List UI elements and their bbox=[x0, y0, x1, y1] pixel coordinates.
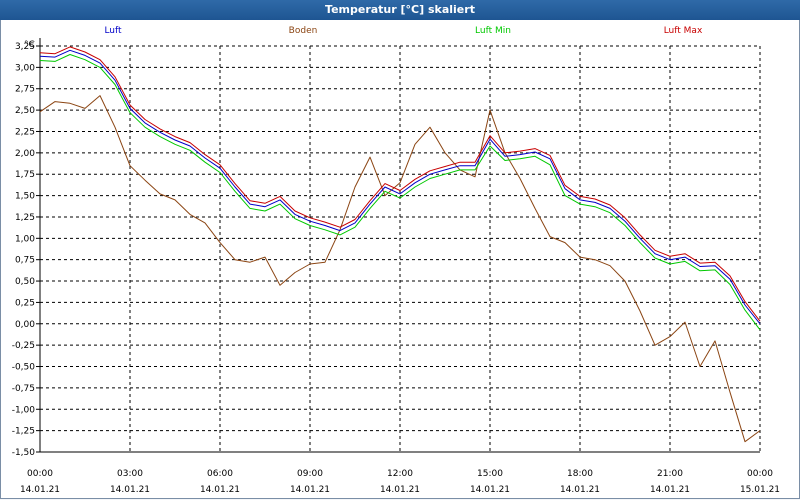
x-tick-date: 14.01.21 bbox=[110, 485, 150, 495]
y-tick-label: -1,00 bbox=[12, 405, 36, 415]
y-tick-label: 1,75 bbox=[15, 170, 35, 180]
x-tick-time: 09:00 bbox=[297, 469, 323, 479]
y-tick-label: -0,50 bbox=[12, 363, 36, 373]
legend: Luft Boden Luft Min Luft Max bbox=[104, 26, 703, 36]
x-tick-date: 14.01.21 bbox=[560, 485, 600, 495]
x-tick-time: 21:00 bbox=[657, 469, 683, 479]
y-tick-label: -1,25 bbox=[12, 427, 35, 437]
y-tick-label: 0,25 bbox=[15, 298, 35, 308]
x-tick-time: 03:00 bbox=[117, 469, 143, 479]
series-line bbox=[39, 46, 761, 322]
y-tick-label: 2,75 bbox=[15, 85, 35, 95]
x-tick-time: 12:00 bbox=[387, 469, 413, 479]
x-tick-date: 14.01.21 bbox=[290, 485, 330, 495]
x-tick-date: 14.01.21 bbox=[470, 485, 510, 495]
legend-entry: Luft Max bbox=[664, 26, 703, 36]
y-axis-unit: °C bbox=[24, 40, 35, 50]
series-line bbox=[39, 49, 761, 325]
y-tick-label: 1,50 bbox=[15, 192, 35, 202]
series-lines bbox=[39, 46, 761, 443]
y-tick-label: 3,00 bbox=[15, 63, 35, 73]
series-line bbox=[39, 54, 761, 331]
x-tick-date: 14.01.21 bbox=[650, 485, 690, 495]
y-tick-label: 3,25 bbox=[15, 42, 35, 52]
y-tick-label: 0,75 bbox=[15, 256, 35, 266]
window-title: Temperatur [°C] skaliert bbox=[0, 0, 800, 20]
legend-entry: Boden bbox=[289, 26, 318, 36]
x-tick-time: 15:00 bbox=[477, 469, 503, 479]
x-tick-time: 00:00 bbox=[747, 469, 773, 479]
x-tick-time: 00:00 bbox=[27, 469, 53, 479]
legend-entry: Luft bbox=[104, 26, 122, 36]
x-tick-date: 15.01.21 bbox=[740, 485, 780, 495]
grid bbox=[39, 45, 761, 453]
y-tick-label: 2,25 bbox=[15, 127, 35, 137]
y-tick-label: 1,25 bbox=[15, 213, 35, 223]
legend-entry: Luft Min bbox=[475, 26, 511, 36]
y-tick-label: 2,50 bbox=[15, 106, 35, 116]
x-tick-date: 14.01.21 bbox=[380, 485, 420, 495]
y-tick-label: -0,25 bbox=[12, 341, 35, 351]
y-tick-label: -0,75 bbox=[12, 384, 35, 394]
x-tick-time: 06:00 bbox=[207, 469, 233, 479]
y-tick-label: -1,50 bbox=[12, 448, 36, 458]
y-tick-label: 0,00 bbox=[15, 320, 35, 330]
y-tick-label: 0,50 bbox=[15, 277, 35, 287]
x-tick-date: 14.01.21 bbox=[20, 485, 60, 495]
y-tick-label: 2,00 bbox=[15, 149, 35, 159]
x-tick-time: 18:00 bbox=[567, 469, 593, 479]
axes: 3,25 3,00 2,75 2,50 2,25 2,00 1,75 1,50 1,25 1,00… bbox=[12, 38, 780, 495]
y-tick-label: 1,00 bbox=[15, 234, 35, 244]
series-line bbox=[39, 95, 761, 443]
x-tick-date: 14.01.21 bbox=[200, 485, 240, 495]
